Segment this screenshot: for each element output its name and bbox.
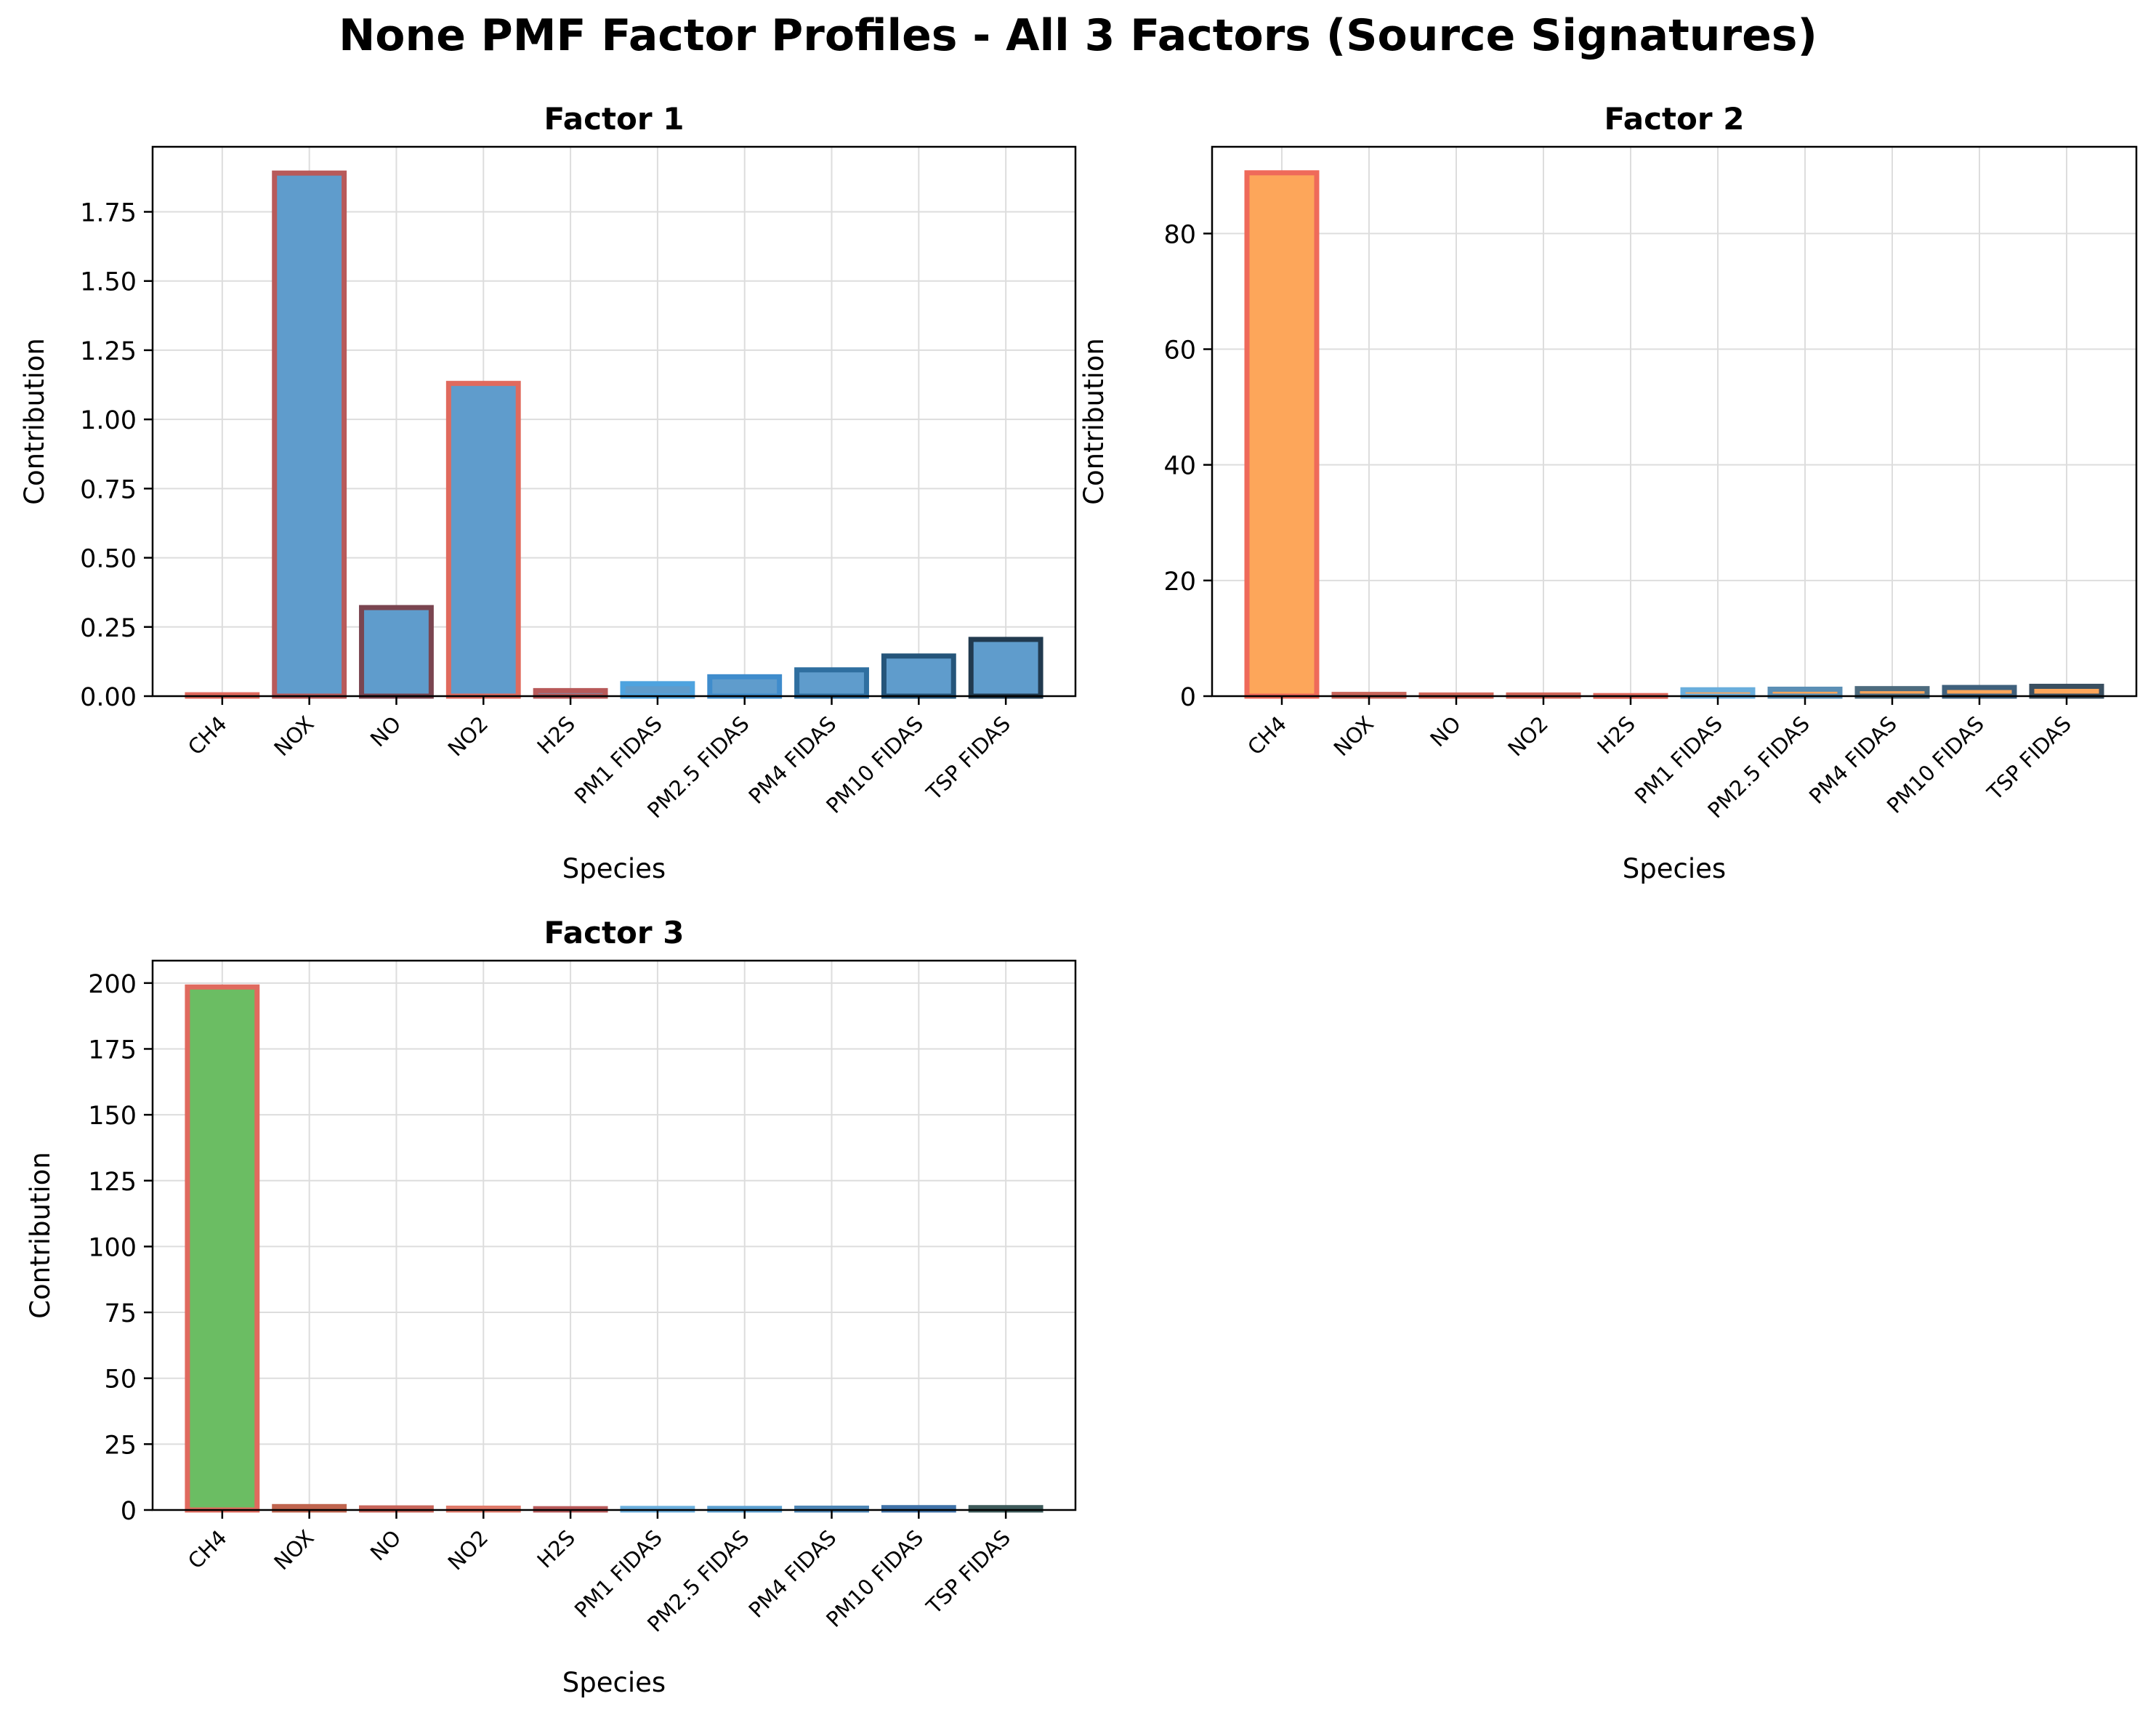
y-tick-label: 25: [104, 1431, 137, 1460]
x-tick-label: CH4: [1243, 711, 1291, 760]
x-tick-label: H2S: [533, 711, 581, 759]
y-tick-label: 125: [88, 1168, 137, 1197]
bar-no2: [445, 381, 521, 699]
x-tick-label: PM1 FIDAS: [1630, 711, 1727, 809]
x-tick-label: PM1 FIDAS: [570, 1525, 667, 1623]
y-tick-label: 75: [104, 1299, 137, 1328]
panel-title: Factor 2: [1604, 101, 1745, 137]
y-tick-label: 100: [88, 1233, 137, 1262]
bar-ch4: [185, 984, 260, 1513]
panel-title: Factor 1: [544, 101, 685, 137]
x-axis-label: Species: [1623, 853, 1726, 884]
y-tick-label: 0.50: [80, 545, 137, 574]
y-tick-label: 1.75: [80, 199, 137, 228]
bar-pm10-fidas: [881, 653, 956, 699]
factor-3-panel: 0 25 50 75 100 125 150 175 200 CH4 NOX NO NO2 H2SPM1 …: [25, 915, 1077, 1698]
x-tick-label: H2S: [1592, 711, 1640, 759]
bar-tsp-fidas: [968, 637, 1043, 699]
x-tick-label: PM4 FIDAS: [743, 1525, 841, 1623]
panel-title: Factor 3: [544, 915, 685, 950]
x-tick-label: NO2: [443, 711, 493, 762]
bar-pm1-fidas: [620, 681, 695, 699]
x-tick-label: H2S: [533, 1525, 581, 1573]
x-tick-label: NOX: [269, 711, 318, 761]
y-tick-label: 0.00: [80, 683, 137, 712]
x-tick-label: PM1 FIDAS: [570, 711, 667, 809]
y-tick-label: 1.50: [80, 268, 137, 297]
figure-title: None PMF Factor Profiles - All 3 Factors…: [339, 10, 1817, 61]
x-tick-label: NO2: [1503, 711, 1553, 762]
bar-pm2-5-fidas: [1767, 686, 1843, 699]
y-axis-label: Contribution: [1078, 338, 1110, 505]
x-tick-label: PM4 FIDAS: [743, 711, 841, 809]
y-tick-label: 40: [1163, 452, 1196, 481]
bar-no: [359, 605, 434, 699]
y-tick-label: 175: [88, 1035, 137, 1065]
x-tick-label: PM4 FIDAS: [1804, 711, 1902, 809]
y-tick-label: 1.25: [80, 337, 137, 366]
y-tick-label: 1.00: [80, 406, 137, 435]
y-tick-label: 20: [1163, 568, 1196, 597]
x-tick-label: NO: [366, 1525, 406, 1566]
y-tick-label: 0.25: [80, 614, 137, 643]
factor-1-panel: 0.00 0.25 0.50 0.75 1.00 1.25 1.50 1.75 CH4 NOX NO…: [19, 101, 1077, 884]
x-tick-label: NO: [366, 711, 406, 752]
x-tick-label: TSP FIDAS: [921, 1525, 1015, 1620]
bar-nox: [272, 170, 347, 699]
y-tick-label: 50: [104, 1365, 137, 1394]
bar-pm10-fidas: [1942, 685, 2017, 699]
bar-tsp-fidas: [2029, 683, 2104, 699]
x-tick-label: NO2: [443, 1525, 493, 1575]
bar-pm2-5-fidas: [707, 674, 783, 699]
x-tick-label: CH4: [183, 711, 232, 760]
bar-pm1-fidas: [1680, 687, 1756, 699]
bar-pm4-fidas: [1854, 686, 1930, 699]
axes-frame: [151, 959, 1077, 1511]
x-tick-label: NOX: [269, 1525, 318, 1575]
x-tick-label: CH4: [183, 1525, 232, 1574]
x-tick-label: TSP FIDAS: [1982, 711, 2076, 805]
y-tick-label: 0: [121, 1497, 137, 1526]
x-axis-label: Species: [562, 1667, 666, 1698]
bar-ch4: [1244, 170, 1320, 699]
y-tick-label: 150: [88, 1102, 137, 1131]
x-axis-label: Species: [562, 853, 666, 884]
y-axis-label: Contribution: [25, 1152, 56, 1319]
y-axis-label: Contribution: [19, 338, 50, 505]
y-tick-label: 60: [1163, 336, 1196, 366]
axes-frame: [1211, 145, 2138, 698]
y-tick-label: 0: [1180, 683, 1196, 712]
y-tick-label: 0.75: [80, 475, 137, 504]
y-tick-label: 200: [88, 970, 137, 999]
x-tick-label: NOX: [1329, 711, 1378, 761]
x-tick-label: NO: [1425, 711, 1466, 752]
y-tick-label: 80: [1163, 220, 1196, 249]
axes-frame: [151, 145, 1077, 698]
x-tick-label: TSP FIDAS: [921, 711, 1015, 805]
bar-pm4-fidas: [794, 667, 869, 699]
